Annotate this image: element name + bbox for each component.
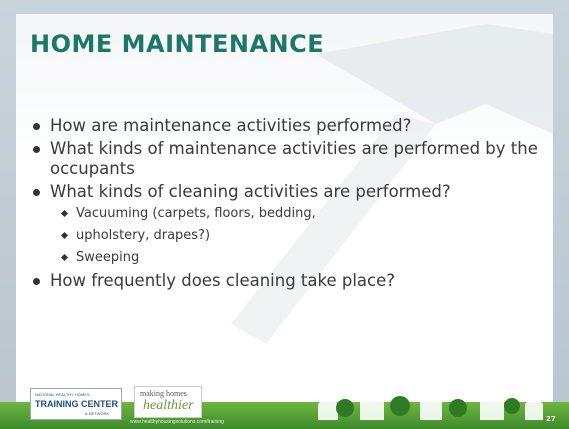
logo-text: NATIONAL HEALTHY HOMES xyxy=(35,392,90,397)
bullet: What kinds of cleaning activities are pe… xyxy=(28,182,548,202)
sub-bullet: Vacuuming (carpets, floors, bedding, xyxy=(28,205,548,223)
logo-text: TRAINING CENTER xyxy=(35,399,118,409)
logo-text: healthier xyxy=(143,398,194,413)
bullet-list: How are maintenance activities performed… xyxy=(28,116,548,294)
training-center-logo: NATIONAL HEALTHY HOMES TRAINING CENTER &… xyxy=(30,388,122,420)
bullet: What kinds of maintenance activities are… xyxy=(28,139,548,179)
sub-bullet: upholstery, drapes?) xyxy=(28,227,548,245)
page-number: 27 xyxy=(546,415,556,423)
logo-text: making homes xyxy=(140,389,187,398)
healthier-logo: making homes healthier xyxy=(134,386,202,418)
slide-title: HOME MAINTENANCE xyxy=(30,30,325,58)
sub-bullet: Sweeping xyxy=(28,249,548,267)
logo-text: & NETWORK xyxy=(85,411,110,416)
bullet: How are maintenance activities performed… xyxy=(28,116,548,136)
bullet: How frequently does cleaning take place? xyxy=(28,271,548,291)
footer-url: www.healthyhousingsolutions.com/training xyxy=(130,419,224,425)
